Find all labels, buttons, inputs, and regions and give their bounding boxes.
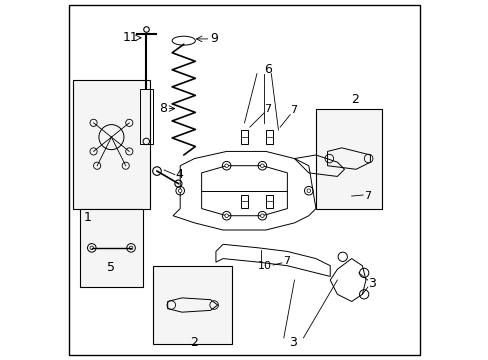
Circle shape (260, 214, 264, 217)
Text: 8: 8 (159, 102, 167, 115)
Text: 3: 3 (288, 336, 296, 349)
Text: 6: 6 (263, 63, 271, 76)
Bar (265, 130, 273, 144)
Text: 7: 7 (283, 256, 289, 266)
Circle shape (90, 246, 93, 249)
Text: 2: 2 (350, 93, 359, 106)
Text: 7: 7 (264, 104, 271, 113)
Text: 7: 7 (290, 105, 297, 115)
Bar (315, 109, 381, 208)
Text: 10: 10 (258, 261, 272, 271)
Text: 11: 11 (123, 31, 139, 44)
Text: 7: 7 (364, 191, 370, 201)
Bar (80, 208, 142, 287)
Bar (265, 195, 273, 208)
Text: 3: 3 (367, 277, 376, 290)
Text: 1: 1 (84, 211, 92, 224)
Circle shape (224, 214, 228, 217)
Circle shape (224, 164, 228, 167)
Text: 2: 2 (189, 336, 197, 349)
Bar (73, 80, 149, 208)
Circle shape (129, 246, 133, 249)
Circle shape (178, 189, 182, 193)
Bar (240, 195, 248, 208)
Text: 9: 9 (210, 32, 218, 45)
Text: 4: 4 (175, 168, 183, 181)
Bar (153, 266, 231, 344)
Circle shape (306, 189, 310, 193)
Circle shape (260, 164, 264, 167)
Text: 5: 5 (106, 261, 114, 274)
Bar (240, 130, 248, 144)
